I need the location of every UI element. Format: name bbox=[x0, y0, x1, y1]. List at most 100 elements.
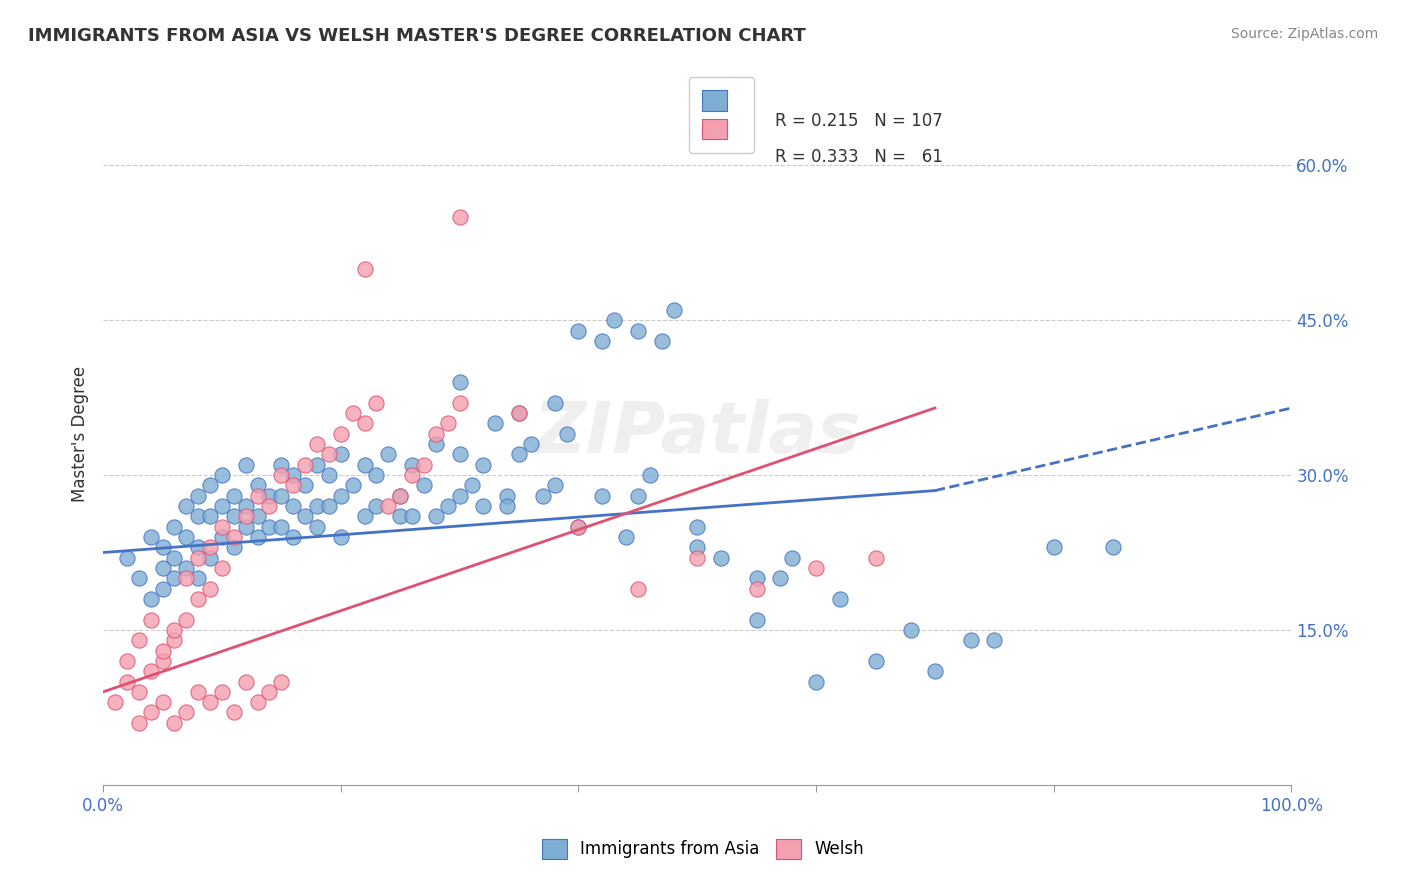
Point bbox=[187, 489, 209, 503]
Point bbox=[567, 324, 589, 338]
Point bbox=[187, 571, 209, 585]
Point bbox=[163, 633, 186, 648]
Point bbox=[163, 519, 186, 533]
Point bbox=[567, 519, 589, 533]
Point bbox=[305, 437, 328, 451]
Point bbox=[104, 695, 127, 709]
Point bbox=[366, 396, 388, 410]
Point bbox=[496, 499, 519, 513]
Point bbox=[627, 582, 650, 596]
Point bbox=[401, 468, 423, 483]
Point bbox=[614, 530, 637, 544]
Point bbox=[436, 417, 458, 431]
Point bbox=[246, 489, 269, 503]
Point bbox=[449, 375, 471, 389]
Point bbox=[128, 715, 150, 730]
Point bbox=[187, 591, 209, 606]
Point bbox=[508, 406, 530, 420]
Point bbox=[425, 509, 447, 524]
Point bbox=[211, 519, 233, 533]
Point bbox=[211, 468, 233, 483]
Point bbox=[176, 530, 198, 544]
Point bbox=[235, 674, 257, 689]
Point bbox=[246, 478, 269, 492]
Point bbox=[211, 499, 233, 513]
Text: Source: ZipAtlas.com: Source: ZipAtlas.com bbox=[1230, 27, 1378, 41]
Text: ZIPatlas: ZIPatlas bbox=[534, 400, 860, 468]
Point bbox=[449, 489, 471, 503]
Point bbox=[198, 550, 221, 565]
Point bbox=[531, 489, 554, 503]
Point bbox=[163, 623, 186, 637]
Point bbox=[413, 458, 436, 472]
Point bbox=[318, 447, 340, 461]
Point bbox=[555, 426, 578, 441]
Point bbox=[270, 458, 292, 472]
Point bbox=[472, 458, 495, 472]
Text: IMMIGRANTS FROM ASIA VS WELSH MASTER'S DEGREE CORRELATION CHART: IMMIGRANTS FROM ASIA VS WELSH MASTER'S D… bbox=[28, 27, 806, 45]
Point bbox=[222, 706, 245, 720]
Point bbox=[139, 591, 162, 606]
Point bbox=[804, 674, 827, 689]
Point bbox=[449, 210, 471, 224]
Point bbox=[353, 417, 375, 431]
Point bbox=[377, 447, 399, 461]
Point bbox=[163, 715, 186, 730]
Point bbox=[508, 406, 530, 420]
Point bbox=[460, 478, 482, 492]
Point bbox=[176, 499, 198, 513]
Point bbox=[305, 499, 328, 513]
Point bbox=[187, 541, 209, 555]
Point bbox=[198, 478, 221, 492]
Point bbox=[222, 541, 245, 555]
Point bbox=[115, 654, 138, 668]
Point bbox=[329, 447, 352, 461]
Point bbox=[187, 685, 209, 699]
Point bbox=[294, 509, 316, 524]
Point bbox=[389, 489, 412, 503]
Point bbox=[235, 499, 257, 513]
Point bbox=[1102, 541, 1125, 555]
Point bbox=[211, 530, 233, 544]
Point bbox=[198, 695, 221, 709]
Point bbox=[318, 499, 340, 513]
Point bbox=[865, 550, 887, 565]
Point bbox=[176, 706, 198, 720]
Point bbox=[163, 571, 186, 585]
Text: R = 0.215   N = 107: R = 0.215 N = 107 bbox=[775, 112, 942, 130]
Point bbox=[745, 571, 768, 585]
Point bbox=[152, 695, 174, 709]
Point bbox=[152, 582, 174, 596]
Point bbox=[900, 623, 922, 637]
Point bbox=[305, 458, 328, 472]
Point bbox=[198, 541, 221, 555]
Point bbox=[211, 685, 233, 699]
Point bbox=[983, 633, 1005, 648]
Point bbox=[782, 550, 804, 565]
Point bbox=[329, 530, 352, 544]
Point bbox=[222, 489, 245, 503]
Point bbox=[366, 499, 388, 513]
Point bbox=[686, 541, 709, 555]
Point bbox=[176, 561, 198, 575]
Point bbox=[710, 550, 733, 565]
Point bbox=[283, 499, 305, 513]
Point bbox=[603, 313, 626, 327]
Point bbox=[436, 499, 458, 513]
Point bbox=[353, 261, 375, 276]
Point bbox=[198, 509, 221, 524]
Point bbox=[139, 530, 162, 544]
Point bbox=[329, 426, 352, 441]
Point bbox=[139, 706, 162, 720]
Point bbox=[449, 396, 471, 410]
Point bbox=[520, 437, 543, 451]
Point bbox=[176, 571, 198, 585]
Point bbox=[686, 519, 709, 533]
Point bbox=[544, 478, 567, 492]
Point bbox=[283, 468, 305, 483]
Point bbox=[413, 478, 436, 492]
Point bbox=[745, 613, 768, 627]
Point bbox=[353, 458, 375, 472]
Point bbox=[686, 550, 709, 565]
Point bbox=[235, 509, 257, 524]
